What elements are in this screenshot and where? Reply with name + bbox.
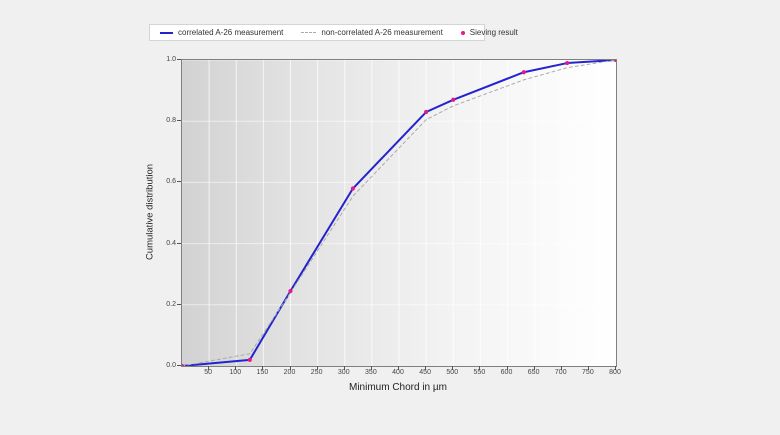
x-tick-mark bbox=[208, 366, 210, 370]
sieving-data-point bbox=[247, 357, 252, 362]
sieving-data-point bbox=[521, 70, 526, 75]
x-tick-label: 600 bbox=[500, 369, 513, 376]
y-tick-mark bbox=[177, 365, 181, 366]
legend-item-sieving: Sieving result bbox=[460, 27, 518, 37]
x-tick-label: 250 bbox=[310, 369, 323, 376]
legend-label-non-correlated: non-correlated A-26 measurement bbox=[321, 27, 443, 37]
y-tick-label: 0.8 bbox=[166, 117, 176, 125]
legend-label-sieving: Sieving result bbox=[469, 27, 518, 37]
legend-item-non-correlated: non-correlated A-26 measurement bbox=[301, 27, 443, 37]
sieving-data-point bbox=[288, 288, 293, 294]
x-tick-label: 350 bbox=[365, 369, 377, 376]
x-tick-label: 700 bbox=[554, 369, 567, 376]
x-tick-mark bbox=[398, 366, 399, 370]
x-tick-label: 400 bbox=[392, 369, 404, 376]
x-tick-label: 550 bbox=[473, 369, 486, 376]
non-correlated-line-series bbox=[182, 60, 616, 366]
x-tick-mark bbox=[316, 366, 318, 370]
y-tick-mark bbox=[177, 242, 181, 244]
x-tick-mark bbox=[452, 366, 454, 370]
x-tick-label: 50 bbox=[204, 369, 213, 376]
y-tick-label: 0.2 bbox=[166, 300, 176, 308]
x-axis-title: Minimum Chord in µm bbox=[348, 382, 447, 393]
sieving-data-point bbox=[451, 97, 456, 102]
sieving-data-point bbox=[424, 109, 429, 115]
y-tick-mark bbox=[177, 303, 181, 305]
plot-canvas bbox=[182, 60, 616, 366]
x-tick-label: 650 bbox=[527, 369, 540, 376]
x-tick-mark bbox=[289, 366, 291, 370]
x-tick-mark bbox=[479, 366, 481, 370]
x-tick-mark bbox=[343, 366, 345, 370]
x-tick-label: 200 bbox=[283, 369, 296, 376]
x-tick-label: 450 bbox=[419, 369, 431, 376]
y-tick-label: 0.0 bbox=[166, 362, 176, 369]
x-tick-mark bbox=[370, 366, 372, 370]
x-tick-label: 150 bbox=[256, 369, 269, 376]
x-tick-mark bbox=[262, 366, 264, 370]
x-tick-label: 100 bbox=[229, 369, 242, 376]
x-tick-mark bbox=[235, 366, 237, 370]
sieving-data-point bbox=[565, 60, 570, 66]
x-tick-mark bbox=[587, 366, 589, 370]
y-tick-label: 0.6 bbox=[166, 178, 176, 186]
sieving-data-point bbox=[613, 60, 616, 63]
x-tick-mark bbox=[506, 366, 508, 370]
dot-swatch-icon bbox=[460, 30, 465, 35]
legend-item-correlated: correlated A-26 measurement bbox=[160, 27, 284, 37]
y-tick-label: 1.0 bbox=[166, 56, 176, 63]
plot-area bbox=[181, 59, 617, 367]
x-tick-mark bbox=[425, 366, 427, 370]
y-tick-label: 0.4 bbox=[166, 239, 176, 247]
x-tick-label: 500 bbox=[446, 369, 459, 376]
x-tick-mark bbox=[615, 366, 616, 370]
sieving-data-point bbox=[182, 363, 185, 366]
y-tick-mark bbox=[177, 120, 181, 122]
x-tick-label: 750 bbox=[582, 369, 594, 376]
y-axis-title: Cumulative distribution bbox=[144, 163, 156, 261]
x-tick-label: 300 bbox=[337, 369, 350, 376]
y-tick-mark bbox=[177, 181, 181, 183]
solid-line-swatch-icon bbox=[160, 31, 173, 34]
y-tick-mark bbox=[177, 59, 181, 60]
dashed-line-swatch-icon bbox=[301, 32, 317, 33]
chart-legend: correlated A-26 measurement non-correlat… bbox=[149, 24, 518, 41]
x-tick-mark bbox=[560, 366, 562, 370]
legend-label-correlated: correlated A-26 measurement bbox=[178, 27, 284, 37]
x-tick-mark bbox=[533, 366, 535, 370]
sieving-data-point bbox=[350, 186, 355, 191]
x-tick-label: 800 bbox=[609, 369, 621, 376]
